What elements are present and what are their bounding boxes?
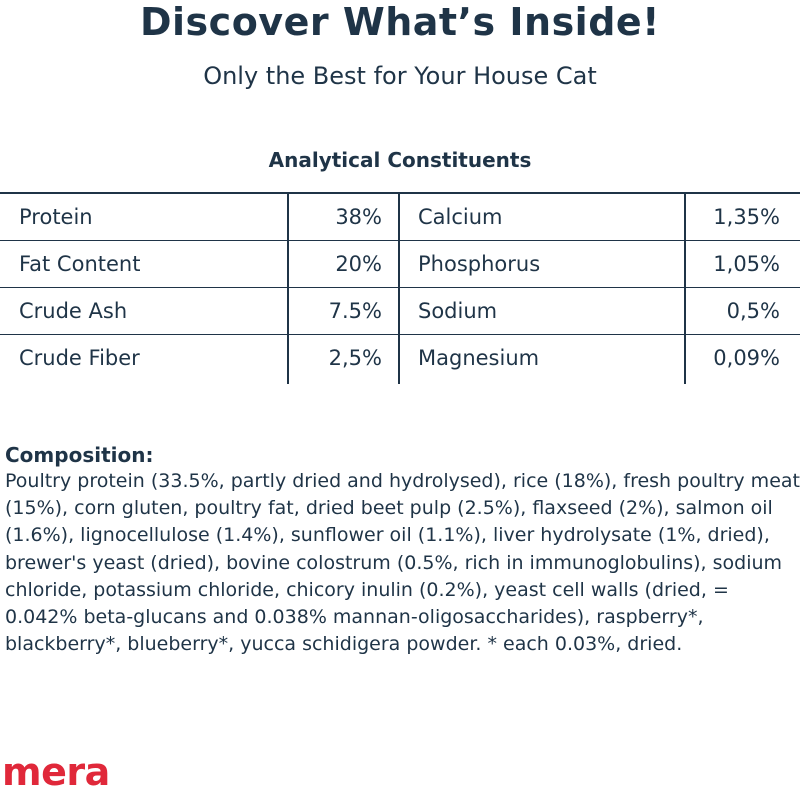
table-row: Crude Ash 7.5% Sodium 0,5% [0, 288, 800, 335]
composition-text: Poultry protein (33.5%, partly dried and… [5, 470, 800, 656]
page-subtitle: Only the Best for Your House Cat [203, 62, 597, 90]
nutrient-value: 38% [335, 205, 382, 229]
nutrient-value: 0,5% [726, 299, 780, 323]
nutrient-name: Crude Fiber [19, 346, 140, 370]
nutrient-name: Crude Ash [19, 299, 128, 323]
page-title: Discover What’s Inside! [139, 0, 661, 44]
table-row: Fat Content 20% Phosphorus 1,05% [0, 241, 800, 288]
nutrient-value: 1,35% [713, 205, 780, 229]
nutrient-name: Calcium [418, 205, 503, 229]
nutrient-name: Fat Content [19, 252, 141, 276]
table-divider [398, 194, 400, 384]
nutrient-value: 2,5% [328, 346, 382, 370]
table-row: Crude Fiber 2,5% Magnesium 0,09% [0, 335, 800, 382]
nutrient-value: 0,09% [713, 346, 780, 370]
table-divider [684, 194, 686, 384]
table-row: Protein 38% Calcium 1,35% [0, 194, 800, 241]
nutrient-value: 20% [335, 252, 382, 276]
constituents-title: Analytical Constituents [268, 148, 532, 172]
nutrient-value: 1,05% [713, 252, 780, 276]
nutrient-name: Protein [19, 205, 93, 229]
nutrient-name: Phosphorus [418, 252, 541, 276]
nutrient-name: Magnesium [418, 346, 540, 370]
nutrient-value: 7.5% [328, 299, 382, 323]
brand-logo: mera [2, 750, 110, 794]
composition-label: Composition: [5, 443, 154, 467]
nutrient-name: Sodium [418, 299, 498, 323]
table-divider [287, 194, 289, 384]
constituents-table: Protein 38% Calcium 1,35% Fat Content 20… [0, 192, 800, 384]
